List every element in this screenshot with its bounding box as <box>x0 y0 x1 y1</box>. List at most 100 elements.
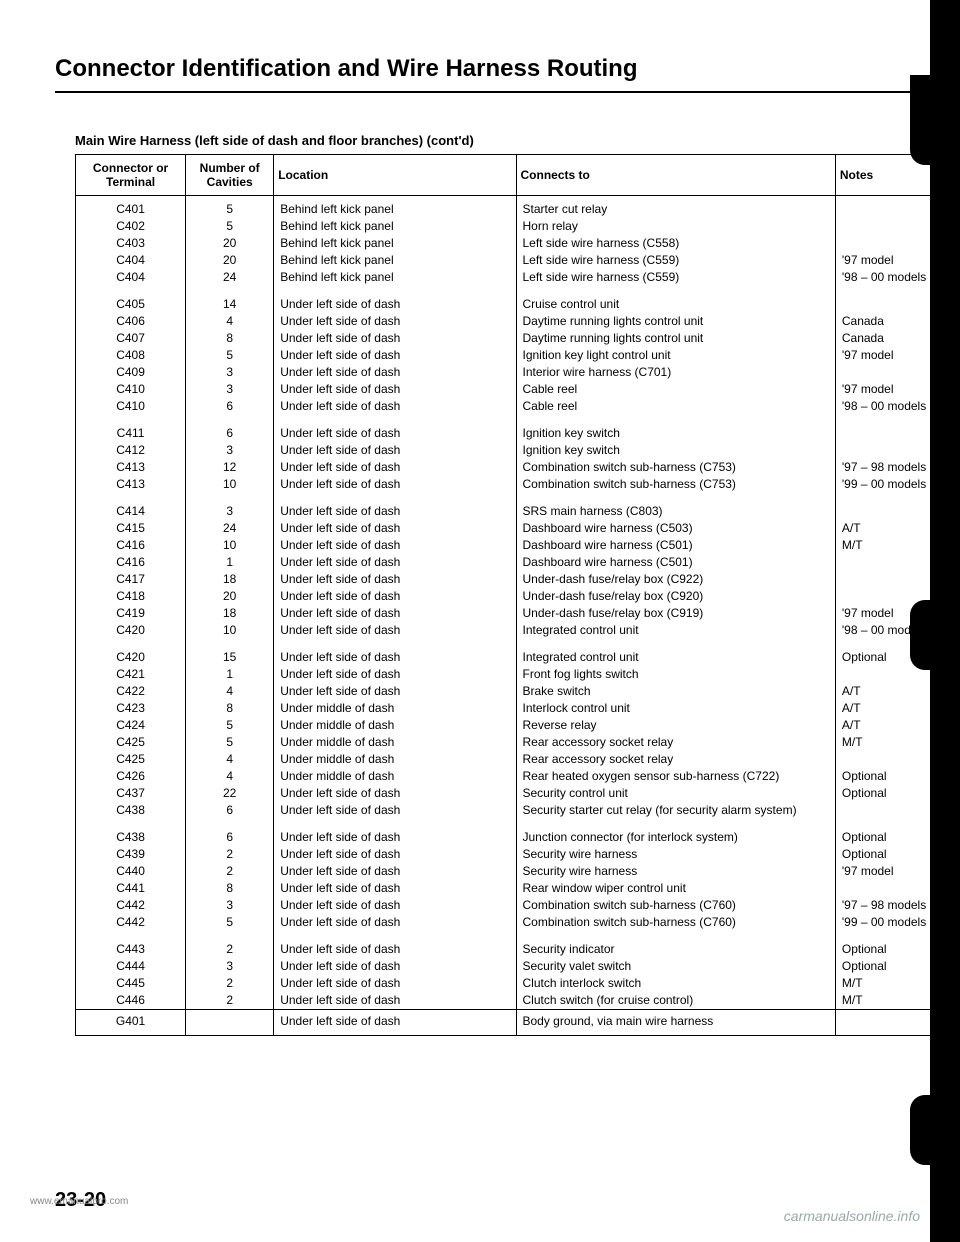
cell: 24 <box>186 520 274 537</box>
cell: 14 <box>186 296 274 313</box>
cell: C420 <box>76 622 186 639</box>
cell: Rear accessory socket relay <box>516 751 835 768</box>
cell: Front fog lights switch <box>516 666 835 683</box>
cell: 5 <box>186 717 274 734</box>
cell: Optional <box>835 958 934 975</box>
cell: 24 <box>186 269 274 286</box>
cell: Under left side of dash <box>274 880 516 897</box>
cell: Under left side of dash <box>274 571 516 588</box>
cell: G401 <box>76 1010 186 1036</box>
cell: Left side wire harness (C559) <box>516 252 835 269</box>
table-row: C4085Under left side of dashIgnition key… <box>76 347 935 364</box>
table-header-row: Connector or Terminal Number of Cavities… <box>76 155 935 196</box>
cell <box>835 554 934 571</box>
cell <box>835 442 934 459</box>
binder-notch-bot <box>910 1095 960 1165</box>
cell: Under left side of dash <box>274 666 516 683</box>
table-row: C42015Under left side of dashIntegrated … <box>76 649 935 666</box>
cell <box>835 1010 934 1036</box>
cell: C413 <box>76 459 186 476</box>
cell: Rear accessory socket relay <box>516 734 835 751</box>
cell: C425 <box>76 751 186 768</box>
cell: 5 <box>186 218 274 235</box>
cell: Under left side of dash <box>274 588 516 605</box>
cell: '97 – 98 models <box>835 459 934 476</box>
cell <box>186 1010 274 1036</box>
table-row: C40320Behind left kick panelLeft side wi… <box>76 235 935 252</box>
cell: Security starter cut relay (for security… <box>516 802 835 819</box>
cell: '98 – 00 models <box>835 622 934 639</box>
cell: Under left side of dash <box>274 914 516 931</box>
cell: Under left side of dash <box>274 425 516 442</box>
table-row: C4443Under left side of dashSecurity val… <box>76 958 935 975</box>
cell: C410 <box>76 381 186 398</box>
table-row: C4462Under left side of dashClutch switc… <box>76 992 935 1010</box>
cell: Optional <box>835 649 934 666</box>
cell: C416 <box>76 554 186 571</box>
table-row <box>76 819 935 829</box>
watermark-left: www.emanualpro.com <box>30 1196 128 1207</box>
cell: Under left side of dash <box>274 897 516 914</box>
cell: Under left side of dash <box>274 330 516 347</box>
cell: C426 <box>76 768 186 785</box>
cell: Rear heated oxygen sensor sub-harness (C… <box>516 768 835 785</box>
cell: C440 <box>76 863 186 880</box>
cell: Under middle of dash <box>274 768 516 785</box>
cell: 2 <box>186 846 274 863</box>
table-row <box>76 493 935 503</box>
table-row: C4103Under left side of dashCable reel'9… <box>76 381 935 398</box>
cell: M/T <box>835 734 934 751</box>
cell: 18 <box>186 605 274 622</box>
cell <box>835 503 934 520</box>
cell: Dashboard wire harness (C501) <box>516 537 835 554</box>
page-title: Connector Identification and Wire Harnes… <box>55 55 940 83</box>
cell: 3 <box>186 897 274 914</box>
table-row: C41610Under left side of dashDashboard w… <box>76 537 935 554</box>
cell: Ignition key switch <box>516 442 835 459</box>
cell: 6 <box>186 802 274 819</box>
cell: Behind left kick panel <box>274 269 516 286</box>
col-notes: Notes <box>835 155 934 196</box>
cell: C421 <box>76 666 186 683</box>
cell: Canada <box>835 313 934 330</box>
table-row <box>76 286 935 296</box>
cell <box>835 196 934 219</box>
cell: C442 <box>76 914 186 931</box>
table-row: C4064Under left side of dashDaytime runn… <box>76 313 935 330</box>
cell: '97 – 98 models <box>835 897 934 914</box>
cell: 8 <box>186 700 274 717</box>
cell: 5 <box>186 196 274 219</box>
cell: Left side wire harness (C559) <box>516 269 835 286</box>
cell: Under left side of dash <box>274 958 516 975</box>
table-row: C4015Behind left kick panelStarter cut r… <box>76 196 935 219</box>
cell: C438 <box>76 802 186 819</box>
cell: C423 <box>76 700 186 717</box>
table-row: C4432Under left side of dashSecurity ind… <box>76 941 935 958</box>
cell: Under-dash fuse/relay box (C920) <box>516 588 835 605</box>
cell <box>835 880 934 897</box>
cell: C418 <box>76 588 186 605</box>
cell: '99 – 00 models <box>835 476 934 493</box>
cell: Behind left kick panel <box>274 252 516 269</box>
cell: 3 <box>186 442 274 459</box>
cell: Brake switch <box>516 683 835 700</box>
cell: C425 <box>76 734 186 751</box>
cell: C404 <box>76 252 186 269</box>
cell: C406 <box>76 313 186 330</box>
cell: Under middle of dash <box>274 717 516 734</box>
cell: C404 <box>76 269 186 286</box>
cell: 10 <box>186 537 274 554</box>
col-cavities: Number of Cavities <box>186 155 274 196</box>
table-row-footer: G401Under left side of dashBody ground, … <box>76 1010 935 1036</box>
cell: C410 <box>76 398 186 415</box>
cell: SRS main harness (C803) <box>516 503 835 520</box>
cell: Optional <box>835 846 934 863</box>
cell: Under left side of dash <box>274 863 516 880</box>
cell: '99 – 00 models <box>835 914 934 931</box>
cell: '97 model <box>835 381 934 398</box>
cell: Under left side of dash <box>274 364 516 381</box>
cell: Security indicator <box>516 941 835 958</box>
cell: 12 <box>186 459 274 476</box>
cell: C414 <box>76 503 186 520</box>
section-subtitle: Main Wire Harness (left side of dash and… <box>75 133 940 148</box>
